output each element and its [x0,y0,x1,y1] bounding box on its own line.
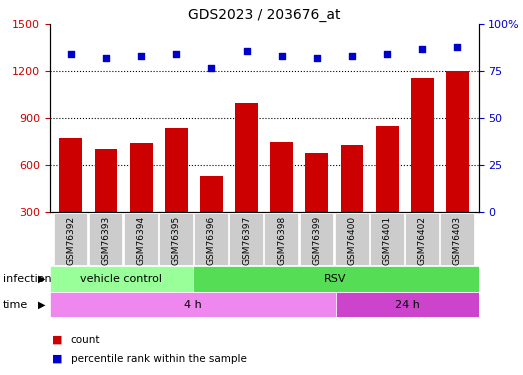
Point [242,48,251,54]
Point [313,55,321,61]
Bar [335,213,369,265]
Bar [235,102,258,212]
Text: ■: ■ [52,354,63,363]
Text: GSM76398: GSM76398 [277,216,286,266]
Bar [130,143,153,212]
Point [102,55,110,61]
Text: ▶: ▶ [38,300,46,309]
Bar [440,213,474,265]
Text: GSM76399: GSM76399 [312,216,321,266]
Text: GSM76403: GSM76403 [453,216,462,266]
Bar [59,138,82,212]
Text: GSM76395: GSM76395 [172,216,181,266]
Text: GSM76402: GSM76402 [418,216,427,265]
Bar [159,213,193,265]
Bar [376,126,399,212]
Bar [229,213,263,265]
Bar [300,213,333,265]
Text: RSV: RSV [324,274,347,284]
Point [383,51,391,57]
Bar [200,176,223,212]
Bar [165,128,188,212]
Text: time: time [3,300,28,309]
Bar [305,153,328,212]
Bar [411,78,434,212]
Text: ■: ■ [52,335,63,345]
Bar [192,266,479,292]
Text: 4 h: 4 h [184,300,201,309]
Bar [270,142,293,212]
Bar [50,292,336,317]
Bar [265,213,298,265]
Text: 24 h: 24 h [395,300,419,309]
Point [418,46,426,52]
Bar [336,292,479,317]
Text: GSM76400: GSM76400 [347,216,357,266]
Point [453,44,462,50]
Point [278,53,286,59]
Text: GSM76393: GSM76393 [101,216,110,266]
Bar [405,213,439,265]
Bar [446,71,469,212]
Text: GSM76394: GSM76394 [137,216,145,266]
Bar [53,213,87,265]
Bar [370,213,404,265]
Point [207,64,215,70]
Point [172,51,180,57]
Text: GSM76401: GSM76401 [383,216,392,266]
Text: GSM76397: GSM76397 [242,216,251,266]
Text: GSM76396: GSM76396 [207,216,216,266]
Bar [50,266,192,292]
Text: vehicle control: vehicle control [80,274,162,284]
Bar [340,145,363,212]
Text: count: count [71,335,100,345]
Title: GDS2023 / 203676_at: GDS2023 / 203676_at [188,8,340,22]
Bar [89,213,122,265]
Text: infection: infection [3,274,51,284]
Point [137,53,145,59]
Bar [124,213,157,265]
Text: GSM76392: GSM76392 [66,216,75,266]
Point [348,53,356,59]
Bar [95,149,117,212]
Text: percentile rank within the sample: percentile rank within the sample [71,354,246,363]
Text: ▶: ▶ [38,274,46,284]
Point [66,51,75,57]
Bar [194,213,228,265]
